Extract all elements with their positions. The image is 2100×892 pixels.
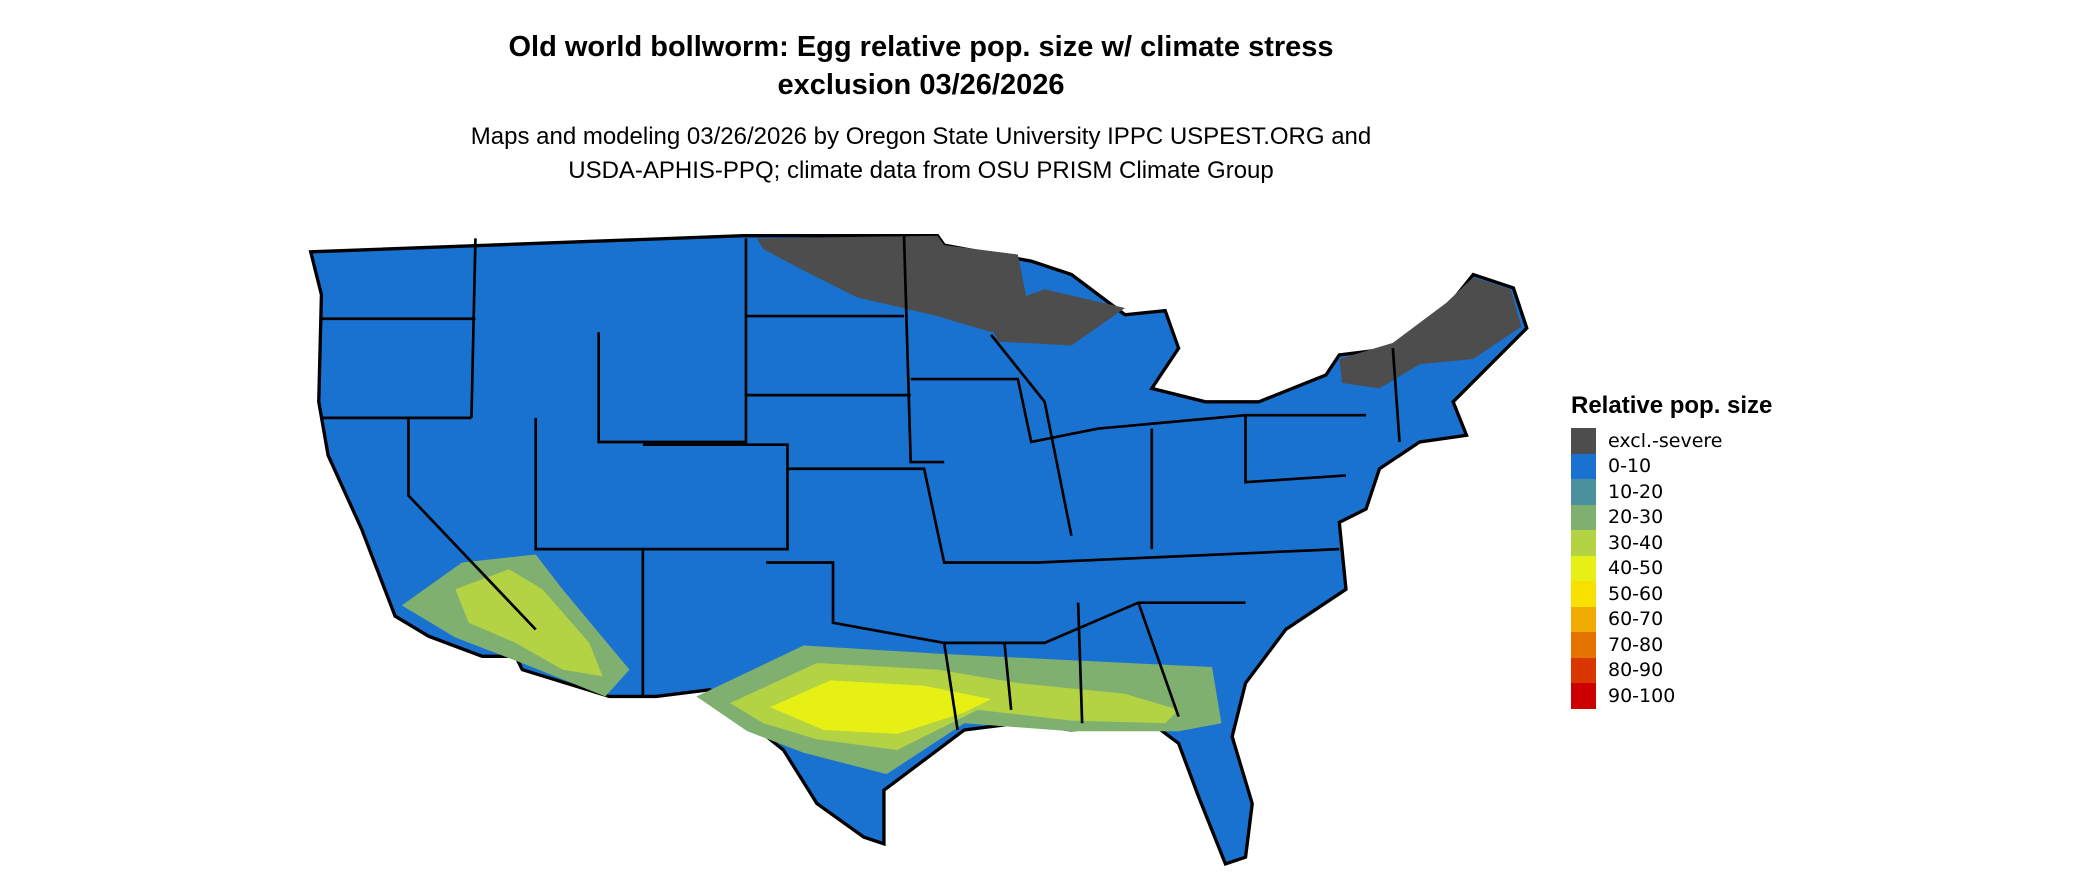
legend-label: 90-100 bbox=[1608, 684, 1676, 707]
legend-title: Relative pop. size bbox=[1571, 392, 1773, 419]
legend-label: 20-30 bbox=[1608, 506, 1664, 529]
legend-swatch bbox=[1571, 479, 1596, 505]
legend-swatch bbox=[1571, 504, 1596, 530]
legend: Relative pop. size excl.-severe 0-10 10-20… bbox=[1571, 392, 1772, 709]
legend-item: 80-90 bbox=[1571, 657, 1772, 683]
legend-label: 0-10 bbox=[1608, 455, 1652, 478]
map-title-line2: exclusion 03/26/2026 bbox=[777, 69, 1065, 101]
legend-swatch bbox=[1571, 683, 1596, 709]
legend-item: 90-100 bbox=[1571, 683, 1772, 709]
state-borders bbox=[321, 235, 1401, 731]
legend-swatch bbox=[1571, 657, 1596, 683]
legend-label: 40-50 bbox=[1608, 557, 1664, 580]
legend-item: 0-10 bbox=[1571, 453, 1772, 479]
legend-label: 30-40 bbox=[1608, 531, 1664, 554]
legend-label: 50-60 bbox=[1608, 582, 1664, 605]
legend-item: excl.-severe bbox=[1571, 428, 1772, 454]
legend-swatch bbox=[1571, 555, 1596, 581]
legend-item: 70-80 bbox=[1571, 632, 1772, 658]
excluded-region-minnesota bbox=[756, 235, 1032, 333]
legend-swatch bbox=[1571, 581, 1596, 607]
legend-label: 60-70 bbox=[1608, 608, 1664, 631]
legend-item: 40-50 bbox=[1571, 555, 1772, 581]
legend-label: 70-80 bbox=[1608, 633, 1664, 656]
legend-label: excl.-severe bbox=[1608, 429, 1723, 452]
legend-item: 50-60 bbox=[1571, 581, 1772, 607]
legend-swatch bbox=[1571, 428, 1596, 454]
map-subtitle-line2: USDA-APHIS-PPQ; climate data from OSU PR… bbox=[568, 157, 1274, 184]
legend-item: 10-20 bbox=[1571, 479, 1772, 505]
us-land-area bbox=[308, 234, 1529, 866]
map-title-line1: Old world bollworm: Egg relative pop. si… bbox=[508, 31, 1334, 63]
legend-swatch bbox=[1571, 632, 1596, 658]
legend-swatch bbox=[1571, 453, 1596, 479]
excluded-region-new-england bbox=[1339, 277, 1522, 389]
legend-item: 30-40 bbox=[1571, 530, 1772, 556]
legend-item: 20-30 bbox=[1571, 504, 1772, 530]
legend-label: 10-20 bbox=[1608, 480, 1664, 503]
legend-label: 80-90 bbox=[1608, 659, 1664, 682]
legend-item: 60-70 bbox=[1571, 606, 1772, 632]
legend-swatch bbox=[1571, 606, 1596, 632]
excluded-region-upper-midwest bbox=[984, 289, 1125, 346]
legend-swatch bbox=[1571, 530, 1596, 556]
map-subtitle-line1: Maps and modeling 03/26/2026 by Oregon S… bbox=[470, 123, 1372, 150]
high-region-texas-louisiana bbox=[770, 680, 992, 734]
